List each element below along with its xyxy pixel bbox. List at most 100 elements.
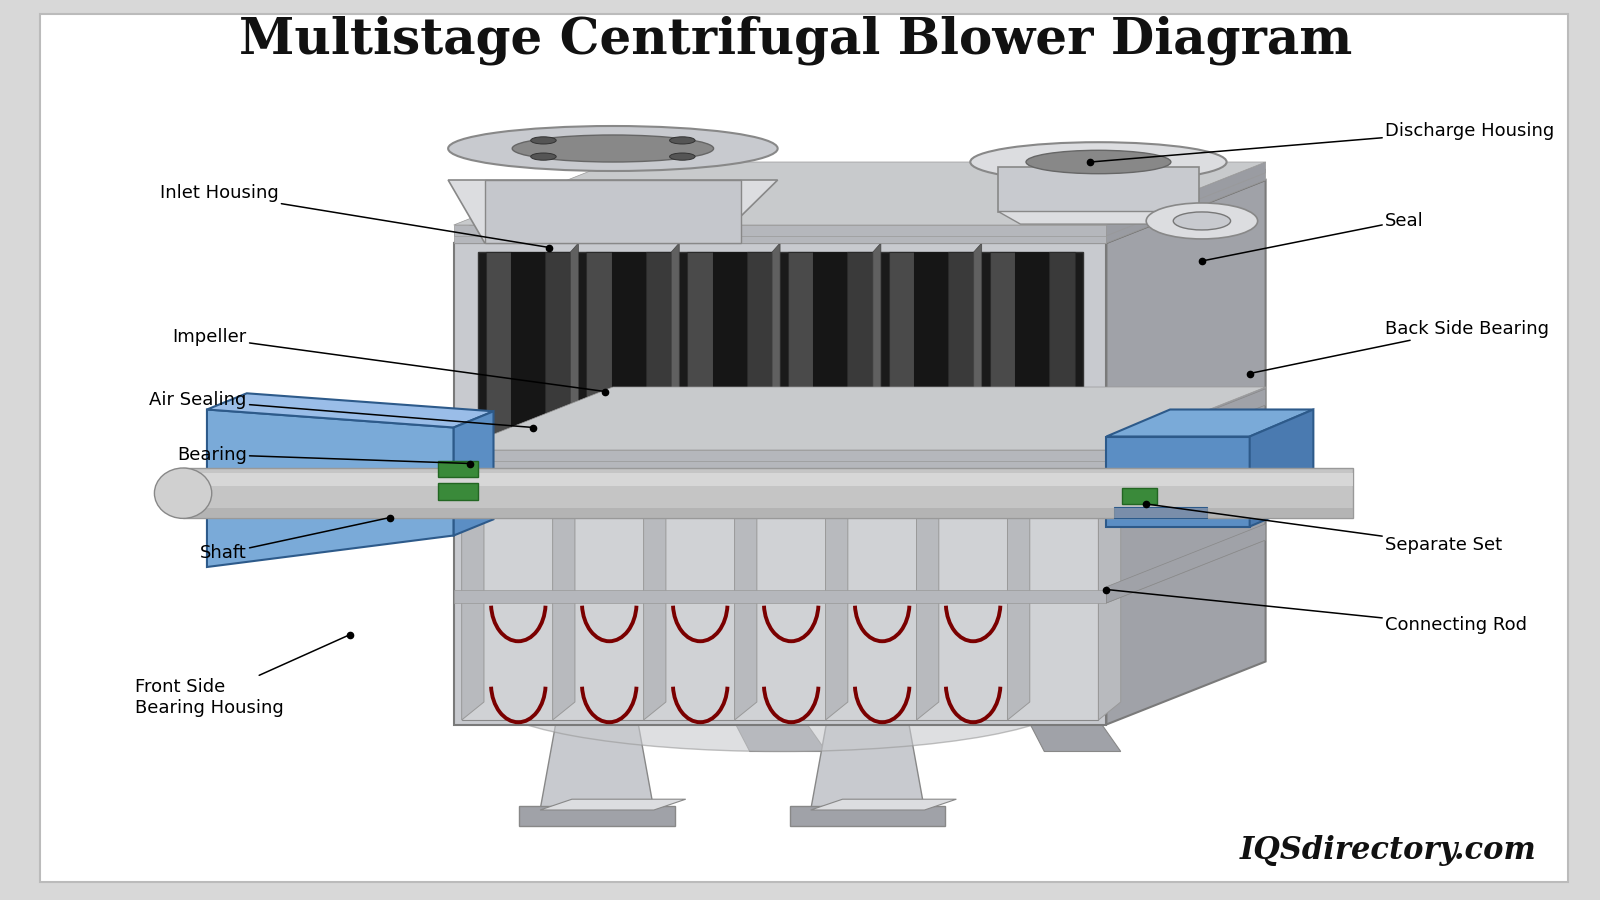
- Polygon shape: [874, 243, 882, 464]
- Polygon shape: [454, 411, 493, 536]
- Ellipse shape: [512, 135, 714, 162]
- Ellipse shape: [970, 142, 1227, 182]
- Polygon shape: [485, 252, 510, 464]
- Polygon shape: [998, 212, 1198, 224]
- Polygon shape: [1250, 410, 1314, 526]
- Polygon shape: [646, 252, 672, 464]
- Polygon shape: [811, 799, 957, 810]
- Bar: [438, 483, 477, 500]
- Polygon shape: [454, 387, 1266, 450]
- Text: Impeller: Impeller: [173, 328, 605, 392]
- Ellipse shape: [1026, 150, 1171, 174]
- Polygon shape: [1014, 252, 1050, 454]
- Polygon shape: [890, 252, 914, 464]
- Polygon shape: [773, 243, 781, 464]
- Polygon shape: [454, 180, 1266, 243]
- Polygon shape: [546, 252, 571, 464]
- Polygon shape: [1107, 180, 1266, 724]
- Polygon shape: [747, 252, 773, 464]
- Polygon shape: [734, 464, 757, 720]
- Polygon shape: [462, 464, 483, 720]
- Polygon shape: [974, 243, 982, 464]
- Text: Shaft: Shaft: [200, 518, 390, 562]
- Polygon shape: [1107, 387, 1266, 461]
- Polygon shape: [462, 464, 1099, 720]
- Polygon shape: [998, 166, 1198, 212]
- Bar: [182, 473, 1354, 486]
- Bar: [182, 468, 1354, 518]
- Polygon shape: [643, 464, 666, 720]
- Polygon shape: [448, 180, 778, 243]
- Ellipse shape: [670, 137, 694, 144]
- Text: Back Side Bearing: Back Side Bearing: [1250, 320, 1549, 374]
- Polygon shape: [611, 252, 646, 454]
- Polygon shape: [914, 252, 949, 454]
- Bar: [454, 225, 1107, 236]
- Text: Inlet Housing: Inlet Housing: [160, 184, 549, 248]
- Polygon shape: [990, 252, 1014, 464]
- Polygon shape: [848, 252, 874, 464]
- Polygon shape: [723, 699, 826, 752]
- Bar: [454, 590, 1107, 603]
- Ellipse shape: [486, 644, 1074, 752]
- Polygon shape: [485, 180, 741, 243]
- Polygon shape: [686, 252, 712, 464]
- Polygon shape: [206, 393, 493, 428]
- Bar: [454, 457, 1107, 468]
- Ellipse shape: [531, 137, 557, 144]
- Bar: [454, 232, 1107, 243]
- Polygon shape: [1107, 162, 1266, 236]
- Polygon shape: [1107, 436, 1250, 526]
- Polygon shape: [510, 252, 546, 454]
- Polygon shape: [1018, 699, 1120, 752]
- Ellipse shape: [531, 153, 557, 160]
- Polygon shape: [811, 724, 925, 810]
- Polygon shape: [1008, 464, 1030, 720]
- Text: Bearing: Bearing: [178, 446, 470, 464]
- Polygon shape: [1107, 410, 1314, 436]
- Bar: [520, 806, 675, 826]
- Polygon shape: [454, 162, 1266, 225]
- Text: Separate Set: Separate Set: [1146, 504, 1502, 554]
- Bar: [438, 461, 477, 477]
- Ellipse shape: [1146, 203, 1258, 239]
- Polygon shape: [541, 724, 654, 810]
- Polygon shape: [541, 799, 686, 810]
- Bar: [1122, 488, 1157, 504]
- Polygon shape: [712, 252, 747, 454]
- Polygon shape: [1099, 464, 1120, 720]
- Text: Discharge Housing: Discharge Housing: [1091, 122, 1554, 162]
- Polygon shape: [586, 252, 611, 464]
- Polygon shape: [826, 464, 848, 720]
- Polygon shape: [1107, 526, 1266, 603]
- Polygon shape: [813, 252, 848, 454]
- Text: Connecting Rod: Connecting Rod: [1107, 590, 1526, 634]
- Polygon shape: [1107, 389, 1266, 468]
- Polygon shape: [672, 243, 680, 464]
- Bar: [1114, 507, 1206, 517]
- Text: Air Sealing: Air Sealing: [149, 392, 533, 428]
- Polygon shape: [206, 410, 454, 567]
- Polygon shape: [1050, 252, 1075, 464]
- Polygon shape: [454, 394, 1266, 457]
- Polygon shape: [1107, 169, 1266, 243]
- Text: IQSdirectory.com: IQSdirectory.com: [1240, 835, 1536, 866]
- Polygon shape: [949, 252, 974, 464]
- Polygon shape: [1107, 524, 1266, 603]
- Polygon shape: [789, 252, 813, 464]
- Polygon shape: [552, 464, 574, 720]
- Bar: [182, 508, 1354, 518]
- Polygon shape: [477, 252, 1083, 464]
- Bar: [790, 806, 946, 826]
- Polygon shape: [917, 464, 939, 720]
- Text: Seal: Seal: [1202, 212, 1424, 261]
- Polygon shape: [454, 169, 1266, 232]
- Bar: [454, 450, 1107, 461]
- Text: Front Side
Bearing Housing: Front Side Bearing Housing: [136, 634, 350, 717]
- Ellipse shape: [155, 468, 211, 518]
- Polygon shape: [1107, 394, 1266, 468]
- Polygon shape: [571, 243, 579, 464]
- Polygon shape: [454, 243, 1107, 724]
- Ellipse shape: [448, 126, 778, 171]
- Ellipse shape: [670, 153, 694, 160]
